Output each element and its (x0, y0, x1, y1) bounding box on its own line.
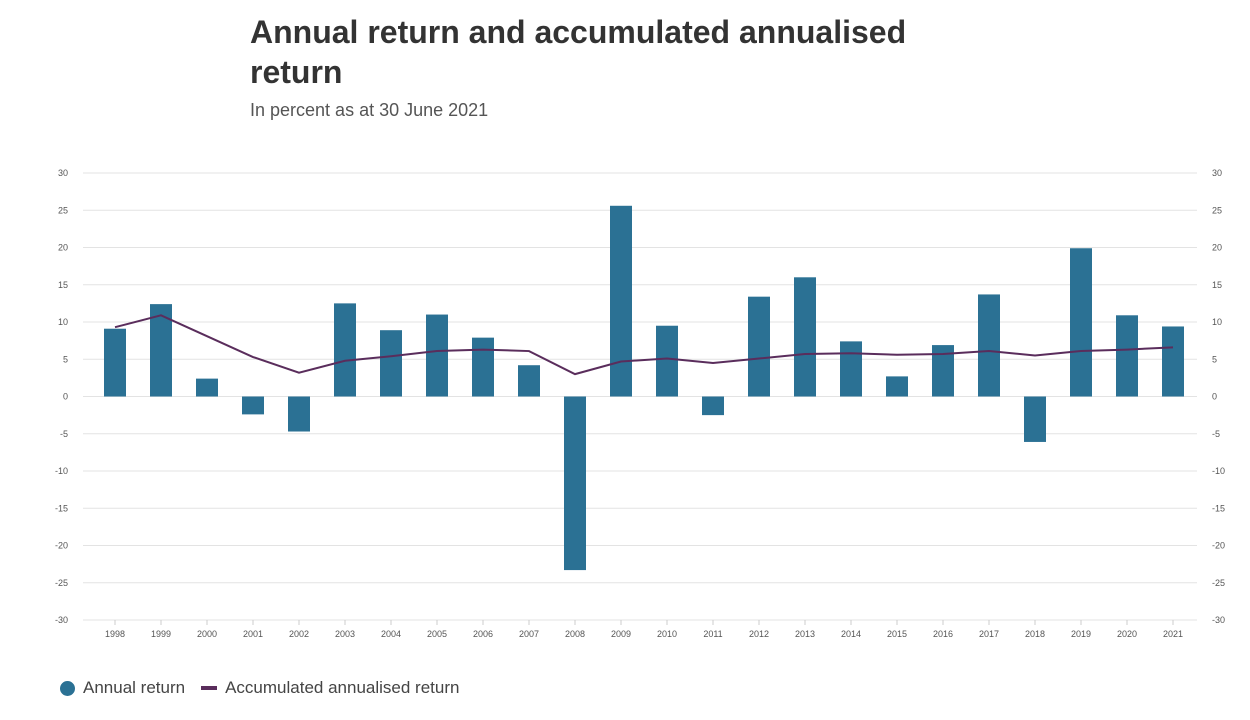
bar-2004[interactable] (380, 330, 402, 397)
y-tick-label-left: 5 (63, 354, 68, 364)
y-tick-label-left: 20 (58, 243, 68, 253)
y-tick-label-right: 20 (1212, 243, 1222, 253)
x-axis-ticks: 1998 1999 2000 2001 2002 2003 2004 2005 2006 2007… (105, 620, 1183, 639)
x-tick-label: 2003 (335, 629, 355, 639)
x-tick-label: 2014 (841, 629, 861, 639)
x-tick-label: 2005 (427, 629, 447, 639)
bar-2014[interactable] (840, 341, 862, 397)
x-tick-label: 2010 (657, 629, 677, 639)
x-tick-label: 2012 (749, 629, 769, 639)
bar-2018[interactable] (1024, 396, 1046, 442)
bar-series (104, 205, 1184, 571)
gridlines (83, 172, 1197, 621)
x-tick-label: 2009 (611, 629, 631, 639)
bar-2017[interactable] (978, 294, 1000, 397)
bar-2000[interactable] (196, 378, 218, 397)
y-tick-label-right: 30 (1212, 168, 1222, 178)
bar-1999[interactable] (150, 304, 172, 397)
bar-2006[interactable] (472, 337, 494, 397)
chart-subtitle: In percent as at 30 June 2021 (250, 100, 489, 120)
x-tick-label: 2021 (1163, 629, 1183, 639)
y-tick-label-right: 10 (1212, 317, 1222, 327)
legend-dot-icon (60, 680, 75, 696)
bar-2001[interactable] (242, 396, 264, 415)
y-tick-label-left: -5 (60, 429, 68, 439)
bar-2020[interactable] (1116, 315, 1138, 397)
x-tick-label: 2007 (519, 629, 539, 639)
x-tick-label: 1999 (151, 629, 171, 639)
legend-dash-icon (201, 686, 218, 690)
legend-item-annual-return[interactable]: Annual return (60, 678, 185, 698)
bar-1998[interactable] (104, 328, 126, 397)
legend-item-accumulated-return[interactable]: Accumulated annualised return (201, 678, 459, 698)
x-tick-label: 2004 (381, 629, 401, 639)
bar-2003[interactable] (334, 303, 356, 397)
y-tick-label-right: -30 (1212, 615, 1225, 625)
y-tick-label-left: 15 (58, 280, 68, 290)
y-tick-label-left: -20 (55, 541, 68, 551)
y-axis-ticks: 30 30 25 25 20 20 15 15 10 10 5 5 0 0 -5 -5 -10 -10 -15 -15… (55, 168, 1225, 625)
legend-label-accumulated-return: Accumulated annualised return (225, 678, 460, 697)
y-tick-label-left: -30 (55, 615, 68, 625)
y-tick-label-right: 5 (1212, 354, 1217, 364)
bar-2009[interactable] (610, 205, 632, 397)
y-tick-label-left: 10 (58, 317, 68, 327)
y-tick-label-left: 25 (58, 205, 68, 215)
legend: Annual return Accumulated annualised ret… (60, 678, 475, 698)
y-tick-label-left: -25 (55, 578, 68, 588)
x-tick-label: 2016 (933, 629, 953, 639)
bar-2005[interactable] (426, 314, 448, 397)
y-tick-label-right: 15 (1212, 280, 1222, 290)
y-tick-label-right: -20 (1212, 541, 1225, 551)
bar-2019[interactable] (1070, 248, 1092, 397)
y-tick-label-left: 30 (58, 168, 68, 178)
y-tick-label-left: 0 (63, 392, 68, 402)
bar-2012[interactable] (748, 296, 770, 397)
x-tick-label: 2000 (197, 629, 217, 639)
bar-2002[interactable] (288, 396, 310, 432)
x-tick-label: 2008 (565, 629, 585, 639)
y-tick-label-right: -25 (1212, 578, 1225, 588)
chart-title: Annual return and accumulated annualised… (250, 14, 907, 90)
y-tick-label-left: -15 (55, 503, 68, 513)
bar-2008[interactable] (564, 396, 586, 571)
x-tick-label: 2011 (703, 629, 722, 639)
bar-2021[interactable] (1162, 326, 1184, 397)
bar-2015[interactable] (886, 376, 908, 397)
x-tick-label: 2018 (1025, 629, 1045, 639)
x-tick-label: 2019 (1071, 629, 1091, 639)
y-tick-label-right: -15 (1212, 503, 1225, 513)
bar-2013[interactable] (794, 277, 816, 397)
x-tick-label: 2001 (243, 629, 263, 639)
x-tick-label: 2020 (1117, 629, 1137, 639)
y-tick-label-right: -10 (1212, 466, 1225, 476)
accumulated-return-line[interactable] (114, 314, 1174, 376)
x-tick-label: 2017 (979, 629, 999, 639)
x-tick-label: 2013 (795, 629, 815, 639)
x-tick-label: 2002 (289, 629, 309, 639)
bar-2007[interactable] (518, 365, 540, 397)
x-tick-label: 2015 (887, 629, 907, 639)
bar-2011[interactable] (702, 396, 724, 416)
x-tick-label: 1998 (105, 629, 125, 639)
legend-label-annual-return: Annual return (83, 678, 186, 697)
y-tick-label-right: 25 (1212, 205, 1222, 215)
x-tick-label: 2006 (473, 629, 493, 639)
y-tick-label-left: -10 (55, 466, 68, 476)
bar-2010[interactable] (656, 325, 678, 397)
line-series (114, 314, 1174, 376)
y-tick-label-right: 0 (1212, 392, 1217, 402)
bar-2016[interactable] (932, 345, 954, 397)
y-tick-label-right: -5 (1212, 429, 1220, 439)
